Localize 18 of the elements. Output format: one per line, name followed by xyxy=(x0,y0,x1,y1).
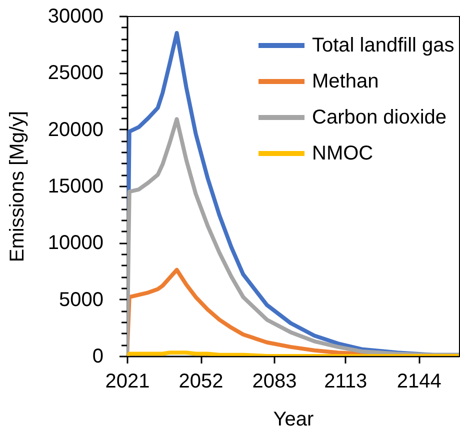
y-tick-label: 20000 xyxy=(48,118,104,141)
y-tick-label: 5000 xyxy=(59,288,104,311)
y-tick-label: 30000 xyxy=(48,6,104,28)
x-tick-label: 2113 xyxy=(324,370,368,392)
x-tick-label: 2083 xyxy=(252,370,297,392)
x-tick-label: 2144 xyxy=(396,370,442,392)
y-tick-label: 10000 xyxy=(48,232,104,254)
y-tick-label: 15000 xyxy=(48,176,104,198)
y-axis-title: Emissions [Mg/y] xyxy=(6,110,28,262)
x-tick-label: 2021 xyxy=(105,370,150,392)
legend-label: Total landfill gas xyxy=(312,34,454,56)
y-tick-label: 0 xyxy=(92,346,104,368)
x-axis-title: Year xyxy=(273,408,314,430)
legend-label: Carbon dioxide xyxy=(312,106,447,128)
y-tick-label: 25000 xyxy=(48,62,104,84)
legend-label: NMOC xyxy=(312,142,374,164)
legend-label: Methan xyxy=(312,70,379,92)
x-tick-label: 2052 xyxy=(178,370,224,392)
